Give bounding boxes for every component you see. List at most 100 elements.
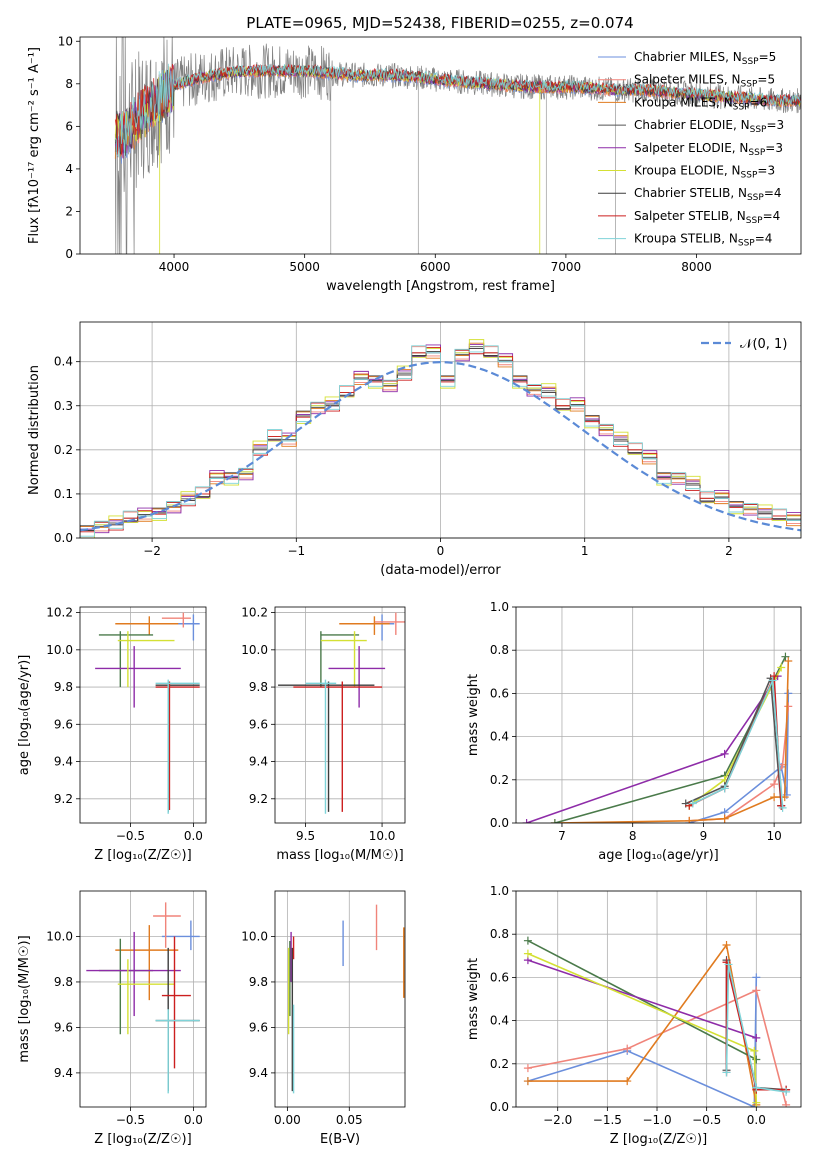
spectrum-ytick-label: 2 [65,204,73,218]
mass_age-frame [274,606,406,824]
age_weight-marker [777,663,786,672]
legend-label-main: Kroupa ELODIE, N [634,164,741,178]
age_weight-marker [688,799,697,808]
z_weight-ytick-label: 1.0 [490,884,509,898]
legend-label-main: Kroupa MILES, N [634,95,733,109]
legend-label-main: Salpeter ELODIE, N [634,141,748,155]
z_age-plot-area [95,612,200,814]
spectrum-ytick-label: 6 [65,119,73,133]
legend-label-sub: SSP [746,216,763,226]
spectrum-xtick-label: 8000 [681,260,712,274]
ebv_mass-plot-area [287,904,405,1094]
age_weight-ytick-label: 0.8 [490,643,509,657]
legend-label-tail: =5 [759,50,777,64]
residuals-xtick-label: −1 [287,544,305,558]
legend-label-tail: =3 [757,164,775,178]
spectrum-ytick-label: 8 [65,77,73,91]
z_weight-marker [722,1068,731,1077]
z_weight-series-line [527,977,758,1107]
legend-label: Salpeter STELIB, NSSP=4 [634,209,780,226]
spectrum-panel: 4000 5000 6000 7000 8000 0 2 4 6 8 10 wavelength [A… [27,34,802,294]
age_weight-marker [522,819,531,823]
residuals-ytick-label: 0.1 [54,487,73,501]
age_weight-plot-area [522,652,793,823]
age_weight-ytick-label: 0.2 [490,773,509,787]
mass-age-panel: 9.5 10.0 9.2 9.4 9.6 9.8 10.0 10.2 mass [log₁₀(M… [241,606,406,863]
residuals-xtick-label: −2 [143,544,161,558]
z_weight-marker [782,1087,791,1096]
spectrum-xtick-label: 5000 [289,260,320,274]
spectrum-xtick-label: 7000 [551,260,582,274]
age_weight-xtick-label: 7 [558,829,566,843]
age_weight-marker [770,793,779,802]
z_weight-series-line [725,964,787,1093]
z_weight-series-line [527,989,787,1106]
z_mass-ytick-label: 9.8 [54,975,73,989]
age_weight-xtick-label: 8 [629,829,637,843]
spectrum-ylabel: Flux [fλ10⁻¹⁷ erg cm⁻² s⁻¹ A⁻¹] [27,47,42,244]
z_mass-frame [79,890,207,1108]
z_weight-series-line [527,939,757,1061]
spectrum-plot-area [114,37,801,254]
legend-label: Salpeter ELODIE, NSSP=3 [634,141,783,158]
z_weight-marker [623,1077,632,1086]
legend-label: Chabrier STELIB, NSSP=4 [634,186,782,203]
mass_age-ytick-label: 9.4 [249,755,268,769]
legend-label-tail: =4 [764,186,782,200]
z_mass-ylabel: mass [log₁₀(M/M☉)] [17,935,32,1062]
z_weight-xtick-label: −2.0 [543,1113,572,1127]
ebv_mass-ytick-label: 9.8 [249,975,268,989]
z_weight-marker [752,1033,761,1042]
ebv_mass-frame [274,890,406,1108]
legend-label-tail: =5 [757,73,775,87]
residuals-plot-area [80,339,801,538]
age_weight-marker [720,784,729,793]
z_weight-marker [750,1046,759,1055]
z_age-frame [79,606,207,824]
legend-label: Chabrier MILES, NSSP=5 [634,50,776,67]
legend-label-main: Kroupa STELIB, N [634,232,738,246]
age_weight-series-line [692,680,784,808]
z_weight-marker [523,1064,532,1073]
normal-legend-label: 𝒩(0, 1) [740,337,787,352]
z_weight-xtick-label: −1.0 [642,1113,671,1127]
age_weight-frame [515,606,802,824]
ebv-mass-panel: 0.00 0.05 9.4 9.6 9.8 10.0 E(B-V) [241,890,406,1147]
z_mass-xlabel: Z [log₁₀(Z/Z☉)] [94,1132,191,1147]
legend-label-sub: SSP [741,171,758,181]
z_mass-xtick-label: −0.5 [116,1113,145,1127]
legend-label-tail: =4 [763,209,781,223]
normal-curve [80,360,801,532]
legend-label: Kroupa MILES, NSSP=6 [634,95,767,112]
legend-label-sub: SSP [741,80,758,90]
age_weight-xtick-label: 10 [766,829,781,843]
mass_age-ytick-label: 9.6 [249,717,268,731]
z_mass-gridlines [80,891,206,1107]
legend-label-sub: SSP [733,102,750,112]
z_weight-xtick-label: −0.5 [692,1113,721,1127]
age_weight-marker [685,816,694,823]
legend-label-tail: =3 [766,118,784,132]
age_weight-marker [550,819,559,823]
mass_age-ytick-label: 10.0 [241,643,268,657]
z_weight-marker [623,1044,632,1053]
z_weight-frame [515,890,802,1108]
legend-label-main: Chabrier MILES, N [634,50,742,64]
legend-label-main: Chabrier ELODIE, N [634,118,750,132]
legend-label-sub: SSP [747,193,764,203]
z_age-ytick-label: 10.0 [46,643,73,657]
residuals-ytick-label: 0.3 [54,399,73,413]
z_mass-ytick-label: 10.0 [46,929,73,943]
residuals-ylabel: Normed distribution [27,365,42,495]
legend-label-sub: SSP [738,239,755,249]
spectrum-title: PLATE=0965, MJD=52438, FIBERID=0255, z=0… [246,14,633,32]
ebv_mass-ytick-label: 9.4 [249,1066,268,1080]
legend-label-sub: SSP [742,57,759,67]
spectrum-frame [79,36,802,255]
z_weight-ytick-label: 0.0 [490,1100,509,1114]
z_age-ytick-label: 9.8 [54,680,73,694]
age_weight-marker [720,749,729,758]
age_weight-marker [784,702,793,711]
